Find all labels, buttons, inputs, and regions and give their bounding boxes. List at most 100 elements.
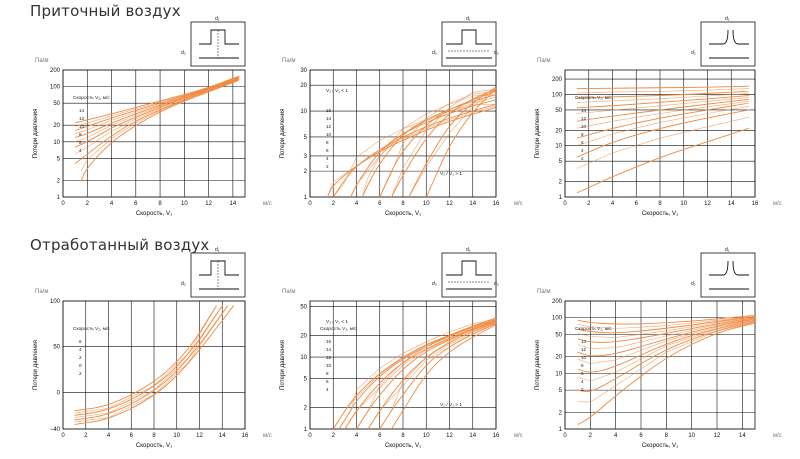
series-line-16 [391, 324, 497, 430]
x-tick-label: 8 [158, 201, 162, 207]
x-axis-label: Скорость, V₁ [136, 210, 172, 217]
series-line-mid [408, 87, 497, 198]
y-tick-label: 50 [53, 345, 60, 351]
series-line-mid [576, 97, 750, 114]
x-tick-label: 0 [563, 201, 567, 207]
series-label: 14 [326, 347, 332, 352]
series-label: 8 [79, 132, 82, 137]
y-unit-label: Па/м [35, 289, 48, 295]
y-axis-label: Потери давления [32, 108, 39, 158]
x-tick-label: 14 [230, 201, 237, 207]
section-title-supply: Приточный воздух [30, 2, 181, 20]
x-tick-label: 16 [493, 433, 500, 439]
plot-frame [564, 300, 756, 430]
y-tick-label: 10 [300, 355, 307, 361]
series-line-8 [577, 318, 756, 357]
y-unit-label: Па/м [35, 58, 48, 64]
series-label: 2 [581, 156, 584, 161]
series-label: 2 [581, 387, 584, 392]
y-axis-label: Потери давления [279, 108, 286, 158]
x-tick-label: 2 [587, 201, 591, 207]
series-line-4 [74, 305, 229, 421]
tee-outline [446, 260, 492, 290]
series-label: 8 [326, 371, 329, 376]
series-label: 6 [79, 339, 82, 344]
y-tick-label: 10 [53, 140, 60, 146]
fitting-schematic: d₁ d₃ d₂ [432, 16, 499, 67]
fitting-schematic: d₁ d₃ d₂ [432, 247, 499, 298]
series-line-2 [74, 305, 223, 416]
series-label: 4 [581, 148, 584, 153]
x-tick-label: 12 [205, 201, 212, 207]
y-tick-label: 100 [552, 316, 563, 322]
series-label: 10 [79, 124, 85, 129]
annotation-text: V₂ / V₁ < 1 [326, 88, 348, 94]
series-line-mid [576, 105, 750, 146]
series-line-10 [576, 95, 750, 109]
x-tick-label: 14 [469, 433, 476, 439]
series-line-mid [577, 320, 756, 382]
series-line-mid [577, 319, 756, 364]
series-label: 8 [326, 140, 329, 145]
x-tick-label: 2 [332, 201, 336, 207]
series-line-6 [74, 78, 240, 165]
x-tick-label: 10 [688, 433, 695, 439]
schematic-label-d3: d₃ [432, 281, 437, 287]
series-line-4 [80, 79, 240, 181]
y-tick-label: 20 [555, 355, 562, 361]
x-tick-label: 10 [181, 201, 188, 207]
x-tick-label: 2 [589, 433, 593, 439]
series-line-mid [576, 116, 750, 169]
y-tick-label: 10 [555, 371, 562, 377]
series-line-14 [74, 75, 240, 124]
series-line-12 [577, 316, 756, 334]
x-tick-label: 16 [242, 433, 249, 439]
plot-frame [309, 69, 497, 198]
series-line-mid [356, 321, 497, 430]
x-tick-label: 14 [469, 201, 476, 207]
series-line-mid [576, 88, 750, 94]
y-tick-label: 20 [300, 333, 307, 339]
series-label: 2 [79, 371, 82, 376]
x-axis-label: Скорость, V₁ [385, 442, 421, 449]
x-tick-label: 4 [614, 433, 618, 439]
series-line-4 [577, 321, 756, 393]
series-line-mid [80, 79, 240, 171]
x-unit-label: м/с [263, 201, 272, 207]
series-line-4 [332, 103, 497, 198]
y-unit-label: Па/м [537, 289, 550, 295]
y-tick-label: 50 [300, 305, 307, 311]
schematic-label-d3: d₃ [432, 50, 437, 56]
series-line-2 [326, 107, 497, 198]
series-line-0 [74, 305, 218, 412]
y-tick-label: 50 [53, 101, 60, 107]
y-tick-label: 5 [304, 135, 308, 141]
y-tick-label: 5 [57, 156, 61, 162]
y-tick-label: 20 [53, 123, 60, 129]
series-line-4 [576, 109, 750, 158]
section-title-exhaust: Отработанный воздух [30, 236, 210, 254]
legend-text: Скорость V₂, м/с [320, 326, 357, 332]
series-line-mid [577, 322, 756, 403]
legend-text: Скорость V₂, м/с [73, 326, 110, 332]
x-tick-label: 14 [739, 433, 746, 439]
x-tick-label: 2 [86, 201, 90, 207]
series-label: 12 [326, 355, 332, 360]
x-tick-label: 6 [635, 201, 639, 207]
annotation-text: V₂ / V₁ > 1 [440, 171, 462, 177]
series-label: 14 [581, 108, 587, 113]
y-tick-label: 200 [552, 299, 563, 305]
series-line-2 [576, 127, 750, 194]
x-tick-label: 6 [378, 201, 382, 207]
series-label: 2 [79, 355, 82, 360]
series-label: 14 [326, 116, 332, 121]
legend-text: Скорость V₂, м/с [575, 95, 612, 101]
series-line-mid [344, 320, 497, 430]
series-label: 16 [326, 108, 332, 113]
x-tick-label: 4 [110, 201, 114, 207]
series-label: 6 [326, 379, 329, 384]
series-label: 12 [79, 116, 85, 121]
x-tick-label: 0 [61, 433, 65, 439]
x-tick-label: 8 [152, 433, 156, 439]
x-tick-label: 2 [84, 433, 88, 439]
